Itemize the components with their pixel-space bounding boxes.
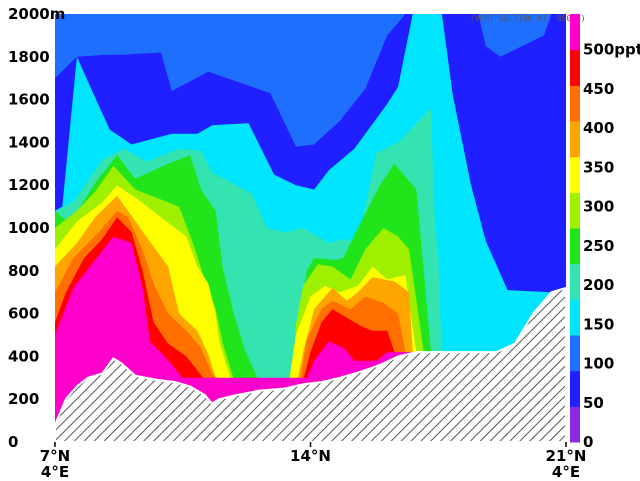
colorbar-tick-label: 350 [583,158,614,176]
y-tick-label: 1600 [8,91,50,109]
colorbar-swatch [570,406,580,443]
colorbar-swatch [570,14,580,51]
colorbar-tick-label: 250 [583,237,614,255]
x-tick-sublabel: 4°E [41,463,69,481]
colorbar-swatch [570,192,580,229]
colorbar-swatch [570,85,580,122]
colorbar-tick-label: 500ppt [583,41,640,59]
colorbar-swatch [570,121,580,158]
colorbar: 0 50 100 150 200 250 300 350 400 450 500ppt [570,14,640,451]
colorbar-tick-label: 50 [583,394,604,412]
y-tick-label: 200 [8,390,39,408]
y-tick-label: 400 [8,347,39,365]
x-axis: 7°N4°E14°N 21°N4°E [40,442,587,481]
colorbar-tick-label: 400 [583,119,614,137]
x-tick-label: 7°N [40,447,71,465]
colorbar-tick-label: 0 [583,433,593,451]
y-tick-label: 1200 [8,176,50,194]
colorbar-tick-label: 150 [583,315,614,333]
y-tick-label: 0 [8,433,18,451]
colorbar-tick-label: 300 [583,198,614,216]
y-tick-label: 1000 [8,219,50,237]
y-axis: 0 200 400 600 800 1000 1200 1400 1600 1800 2000m [8,5,65,451]
colorbar-swatch [570,49,580,86]
terrain-mask [55,286,566,442]
contour-band-50 [55,14,566,147]
colorbar-swatch [570,299,580,336]
y-tick-label: 1400 [8,133,50,151]
y-tick-label: 800 [8,262,39,280]
y-tick-label: 600 [8,305,39,323]
colorbar-tick-label: 200 [583,276,614,294]
y-tick-label: 1800 [8,48,50,66]
colorbar-swatch [570,335,580,372]
x-tick-sublabel: 4°E [552,463,580,481]
y-tick-label: 2000m [8,5,65,23]
section-stamp: (VERT SECTION 01, 850 0) [470,14,586,23]
colorbar-tick-label: 100 [583,355,614,373]
colorbar-swatch [570,228,580,265]
terrain-layer [55,286,566,442]
colorbar-swatch [570,370,580,407]
colorbar-tick-label: 450 [583,80,614,98]
colorbar-swatch [570,263,580,300]
x-tick-label: 14°N [290,447,331,465]
x-tick-label: 21°N [546,447,587,465]
colorbar-swatch [570,156,580,193]
